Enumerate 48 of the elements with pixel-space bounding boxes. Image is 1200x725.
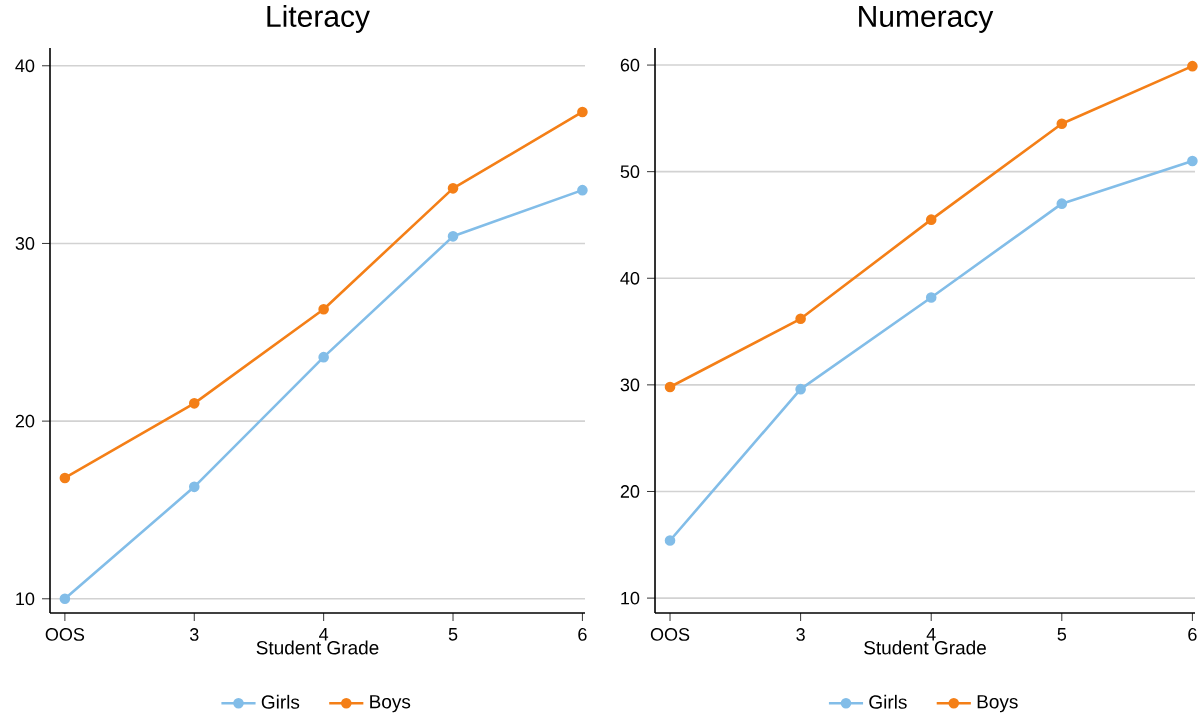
legend-label: Boys bbox=[370, 695, 411, 713]
point bbox=[318, 351, 329, 363]
point bbox=[59, 593, 71, 605]
y-tick-label: 40 bbox=[15, 59, 35, 73]
y-tick-label: 40 bbox=[620, 271, 640, 285]
point bbox=[59, 472, 71, 484]
point bbox=[795, 313, 806, 325]
y-tick-label: 50 bbox=[620, 165, 640, 179]
point bbox=[577, 184, 588, 196]
point bbox=[188, 398, 200, 409]
x-axis-title: Student Grade bbox=[256, 640, 379, 655]
point bbox=[1056, 198, 1068, 209]
legend-label: Girls bbox=[261, 694, 300, 709]
x-tick-label: 3 bbox=[796, 628, 805, 641]
y-tick-label: 20 bbox=[620, 485, 640, 498]
x-tick-label: OOS bbox=[45, 628, 85, 641]
point bbox=[925, 214, 937, 225]
x-tick-label: 6 bbox=[578, 628, 587, 641]
chart-title: Numeracy bbox=[859, 6, 994, 33]
x-tick-label: 4 bbox=[926, 628, 936, 641]
x-tick-label: 5 bbox=[448, 628, 458, 641]
point bbox=[664, 535, 676, 546]
x-tick-label: OOS bbox=[650, 628, 690, 641]
point bbox=[664, 381, 676, 393]
point bbox=[447, 183, 459, 194]
y-tick-label: 60 bbox=[620, 58, 640, 72]
x-tick-label: 5 bbox=[1057, 628, 1067, 641]
point bbox=[188, 481, 200, 493]
y-tick-label: 30 bbox=[620, 378, 640, 392]
point bbox=[447, 231, 459, 242]
x-tick-label: 4 bbox=[319, 628, 329, 641]
y-tick-label: 10 bbox=[16, 592, 35, 606]
x-tick-label: 3 bbox=[189, 628, 199, 641]
point bbox=[1187, 155, 1198, 167]
legend-label: Girls bbox=[869, 694, 907, 709]
point bbox=[577, 106, 588, 118]
y-tick-label: 20 bbox=[15, 414, 35, 428]
x-tick-label: 6 bbox=[1188, 628, 1197, 641]
x-axis-title: Student Grade bbox=[864, 640, 986, 655]
point bbox=[1056, 118, 1068, 129]
point bbox=[925, 292, 937, 303]
legend-label: Boys bbox=[977, 695, 1018, 713]
point bbox=[795, 383, 806, 395]
y-tick-label: 30 bbox=[15, 237, 35, 250]
point bbox=[318, 303, 329, 315]
chart-title: Literacy bbox=[267, 4, 370, 33]
y-tick-label: 10 bbox=[621, 591, 640, 605]
point bbox=[1187, 60, 1198, 72]
